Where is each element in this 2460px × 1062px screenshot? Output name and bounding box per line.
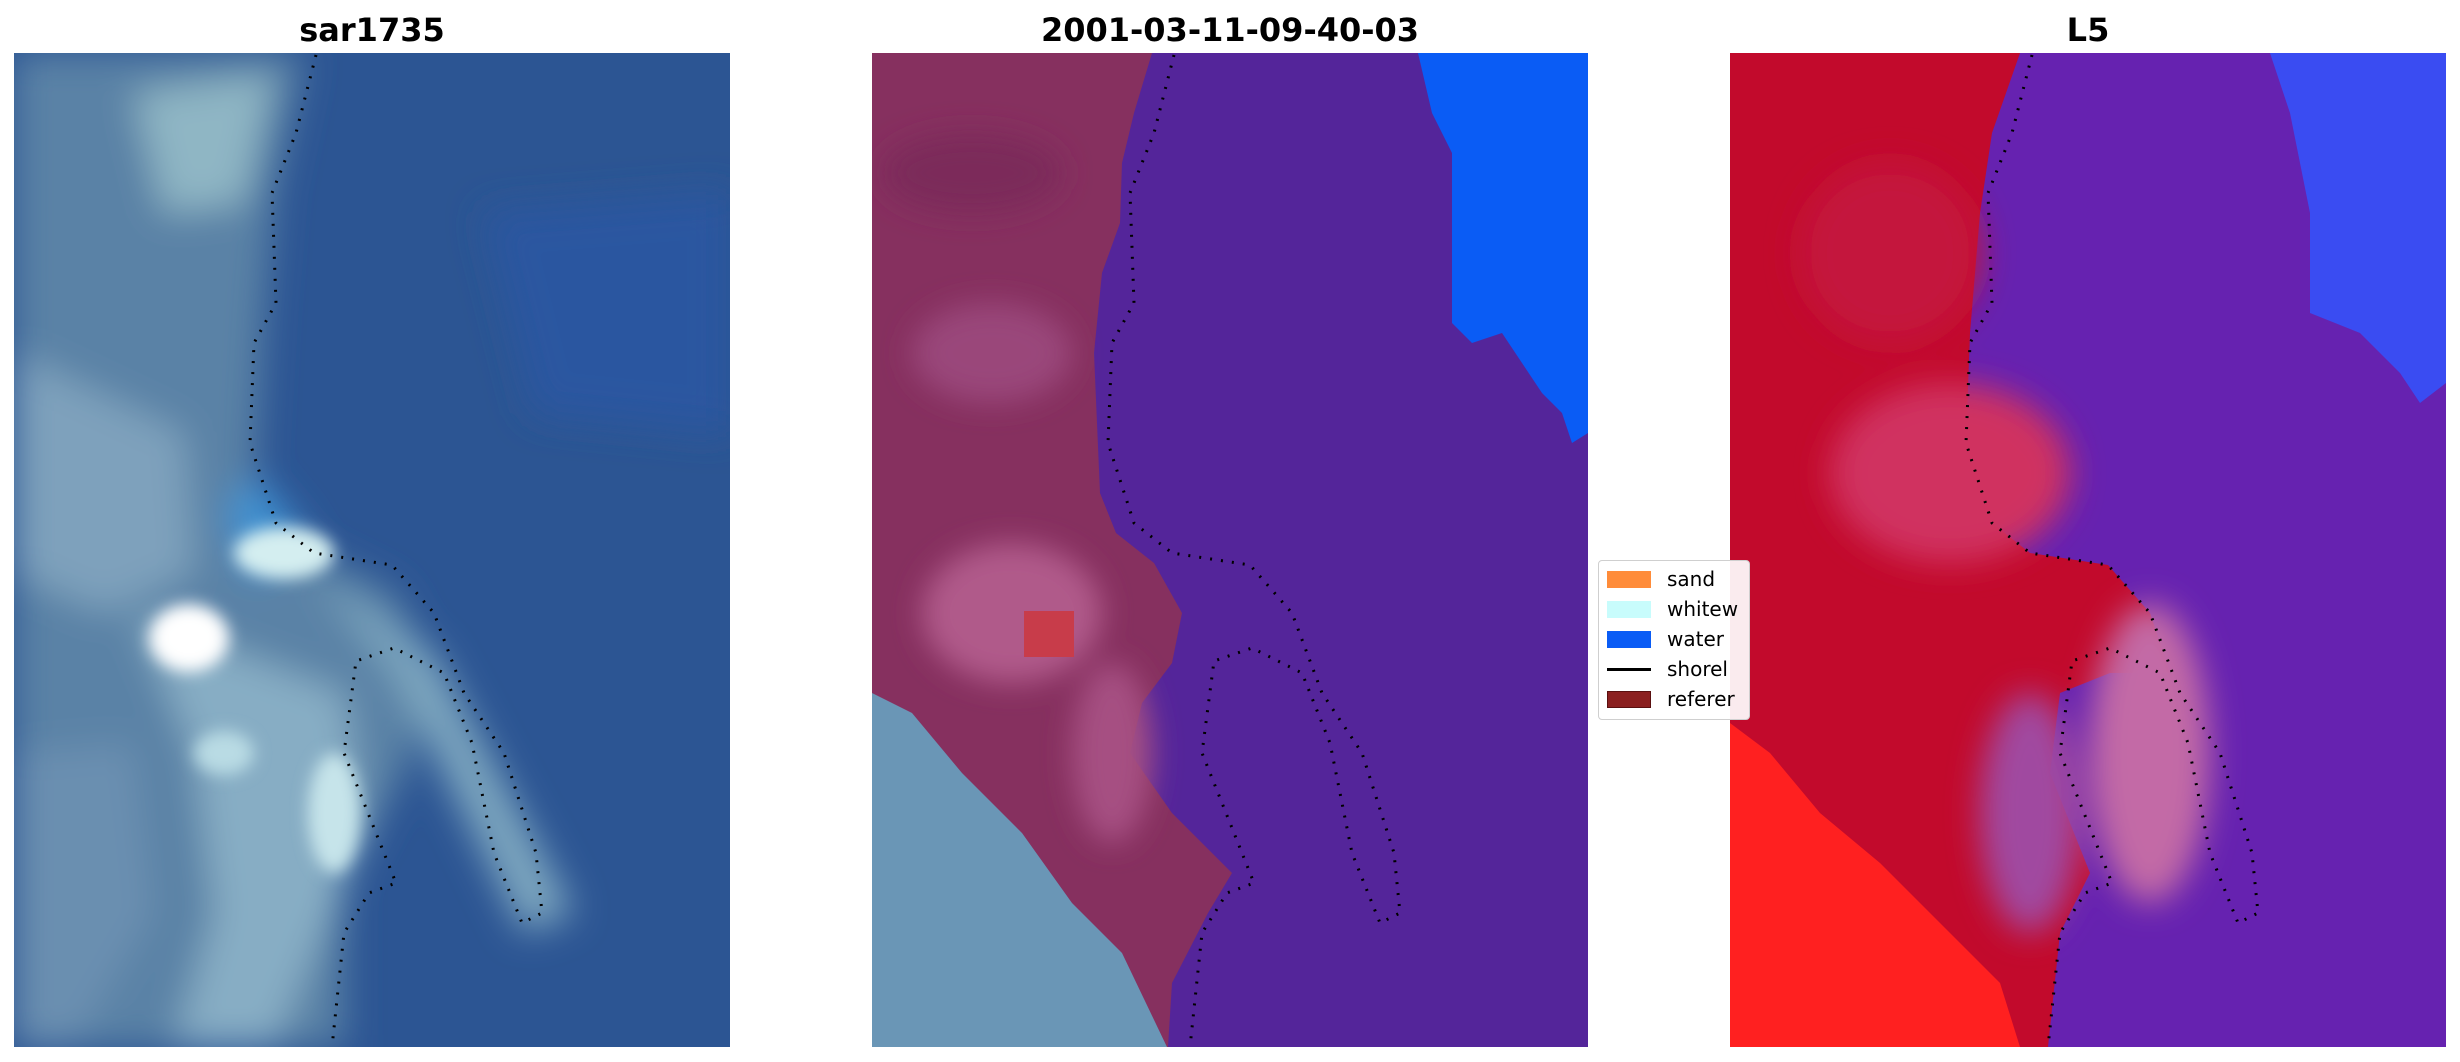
l5-bright-red-area (1730, 723, 2020, 1047)
panel-title-classification: 2001-03-11-09-40-03 (1040, 11, 1420, 49)
water-blue-class-area (1418, 53, 1588, 443)
panel-title-l5: L5 (2066, 11, 2110, 49)
legend-label-whitewater: whitew (1667, 597, 1739, 621)
classification-panel (872, 53, 1588, 1047)
shoreline-line (1964, 54, 2260, 1047)
legend-item-shoreline: shorel (1607, 655, 1728, 683)
l5-texture (1800, 163, 2210, 933)
reference-class-patch (1024, 611, 1074, 657)
l5-blue-area (2270, 53, 2446, 403)
legend-label-water: water (1667, 627, 1724, 651)
whitewater-highlight (149, 527, 360, 873)
legend-item-reference: referer (1607, 685, 1735, 713)
reference-swatch (1607, 690, 1651, 708)
sand-swatch (1607, 570, 1651, 588)
shoreline-swatch (1607, 667, 1651, 671)
legend-item-whitewater: whitew (1607, 595, 1738, 623)
whitewater-class-area (872, 693, 1167, 1047)
shoreline-line (248, 54, 544, 1047)
whitewater-swatch (1607, 600, 1651, 618)
water-swatch (1607, 630, 1651, 648)
legend-label-reference: referer (1667, 687, 1735, 711)
classification-image (872, 53, 1588, 1047)
rgb-image (14, 53, 730, 1047)
legend: sand whitew water shorel referer (1598, 560, 1750, 720)
legend-label-shoreline: shorel (1667, 657, 1728, 681)
l5-image (1730, 53, 2446, 1047)
l5-panel (1730, 53, 2446, 1047)
panel-title-rgb: sar1735 (299, 11, 445, 49)
legend-item-water: water (1607, 625, 1724, 653)
rgb-image-panel (14, 53, 730, 1047)
legend-label-sand: sand (1667, 567, 1716, 591)
legend-item-sand: sand (1607, 565, 1715, 593)
shoreline-line (1106, 54, 1402, 1047)
